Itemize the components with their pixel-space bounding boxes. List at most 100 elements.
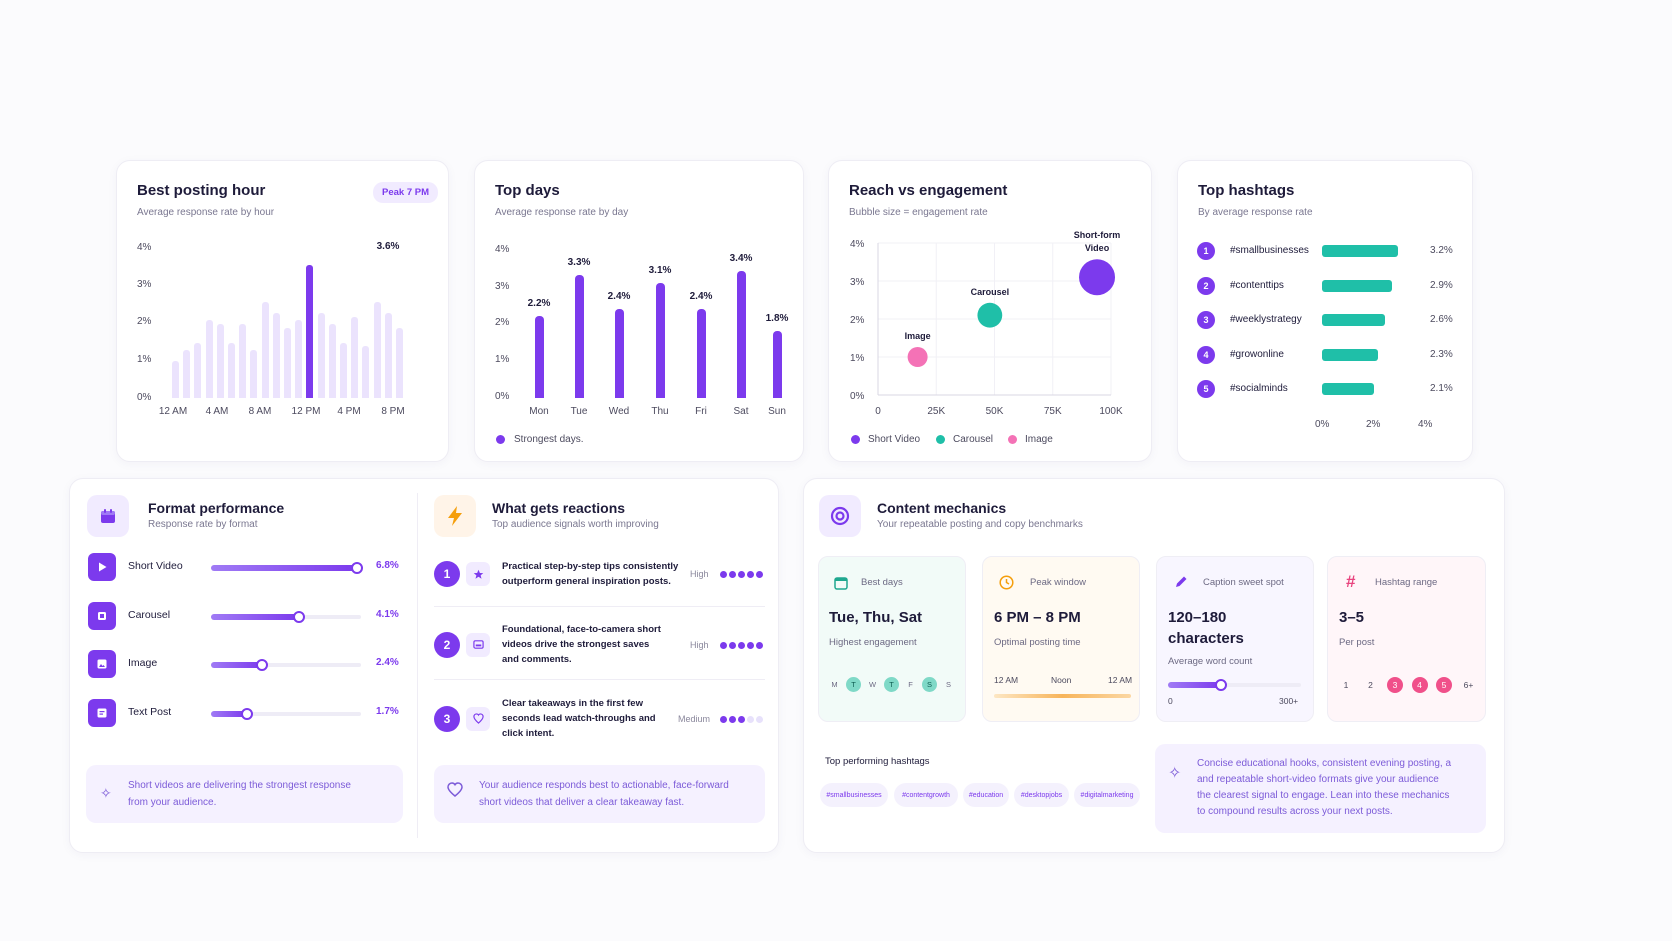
- format-knob: [292, 610, 305, 623]
- insights-panel: Format performance Response rate by form…: [69, 478, 779, 853]
- image-icon: [88, 650, 116, 678]
- hashtag-name: #growonline: [1230, 348, 1284, 360]
- y-tick: 3%: [137, 279, 152, 290]
- x-tick: 100K: [1099, 406, 1123, 417]
- caption-slider-fill: [1168, 682, 1222, 688]
- score-dot: [720, 641, 727, 649]
- hashtags-card: Top hashtags By average response rate 0%…: [1177, 160, 1473, 462]
- signal-text: Clear takeaways in the first few: [502, 698, 643, 709]
- calendar-icon: [834, 576, 848, 595]
- hashtag-name: #contenttips: [1230, 279, 1284, 291]
- range-chip: 6+: [1463, 680, 1474, 690]
- caption-slider-knob[interactable]: [1215, 679, 1228, 691]
- panel-title: Content mechanics: [877, 500, 1007, 516]
- day-chip: T: [884, 677, 899, 692]
- mech-value: Tue, Thu, Sat: [829, 609, 923, 626]
- mech-value: 120–180: [1168, 609, 1227, 626]
- format-track: [211, 711, 361, 716]
- reactions-note-line: Your audience responds best to actionabl…: [479, 780, 729, 791]
- reactions-note: [434, 765, 765, 823]
- mech-value: characters: [1168, 630, 1244, 647]
- legend-label: Short Video: [868, 434, 921, 445]
- range-chip: 3: [1387, 677, 1403, 693]
- format-knob: [350, 562, 363, 574]
- hashtag-pill[interactable]: #digitalmarketing: [1074, 783, 1140, 807]
- x-tick: 0: [875, 406, 881, 417]
- mech-label: Best days: [861, 577, 903, 588]
- day-chip: S: [922, 677, 937, 692]
- legend-dot: [1008, 435, 1017, 444]
- best-days-card: Best days Tue, Thu, Sat Highest engageme…: [818, 556, 966, 722]
- x-tick: 0%: [1315, 419, 1330, 430]
- mechanics-summary: [1155, 744, 1486, 833]
- time-track: [994, 694, 1131, 698]
- y-tick: 0%: [850, 391, 865, 402]
- day-value-label: 2.4%: [689, 290, 713, 302]
- format-note-line: Short videos are delivering the stronges…: [128, 780, 351, 791]
- hashtag-name: #weeklystrategy: [1230, 314, 1302, 325]
- bubble-carousel: [977, 302, 1003, 328]
- caption-card: Caption sweet spot 120–180 characters Av…: [1156, 556, 1314, 722]
- mech-desc: Average word count: [1168, 656, 1253, 667]
- bubble-label: Image: [905, 331, 931, 341]
- day-label: Fri: [695, 406, 707, 417]
- hashtag-pill[interactable]: #smallbusinesses: [820, 783, 888, 807]
- y-tick: 2%: [137, 316, 152, 327]
- format-fill: [211, 710, 248, 717]
- card-subtitle: Average response rate by hour: [137, 207, 275, 218]
- format-knob: [241, 707, 254, 720]
- score-dot: [747, 641, 754, 649]
- score-dot: [720, 571, 727, 578]
- legend-dot: [936, 435, 945, 444]
- hour-bar: [328, 324, 336, 398]
- signal-text: seconds lead watch-throughs and: [502, 713, 656, 724]
- y-tick: 3%: [495, 281, 510, 292]
- hashtag-pill[interactable]: #education: [963, 783, 1009, 807]
- panel-divider: [417, 493, 418, 838]
- card-subtitle: By average response rate: [1198, 207, 1313, 218]
- rank-badge: 3: [1197, 311, 1215, 329]
- time-tick: 12 AM: [994, 675, 1019, 685]
- x-label: 8 AM: [248, 406, 272, 417]
- hour-bar: [384, 312, 392, 398]
- hour-bar: [272, 312, 280, 398]
- format-name: Text Post: [128, 705, 172, 718]
- x-tick: 2%: [1366, 419, 1381, 430]
- hashtag-pill[interactable]: #contentgrowth: [894, 783, 958, 807]
- format-name: Carousel: [128, 608, 171, 621]
- sparkle-icon: ✧: [1168, 765, 1182, 782]
- hour-bar: [194, 342, 202, 398]
- panel-subtitle: Your repeatable posting and copy benchma…: [877, 519, 1083, 530]
- hour-bar: [261, 301, 269, 398]
- hour-bar: [295, 320, 303, 398]
- bubble-label: Short-form: [1074, 230, 1121, 240]
- hour-bar: [362, 346, 370, 398]
- hour-bar: [183, 349, 191, 398]
- signal-text: and comments.: [502, 654, 572, 665]
- bubble-short-form-video: [1079, 259, 1116, 296]
- format-name: Short Video: [128, 560, 183, 572]
- x-tick: 50K: [986, 406, 1004, 417]
- row-divider: [434, 679, 765, 680]
- score-dot: [756, 715, 763, 723]
- score-dot: [720, 715, 727, 723]
- peak-window-card: Peak window 6 PM – 8 PM Optimal posting …: [982, 556, 1140, 722]
- day-label: Wed: [608, 406, 630, 417]
- x-label: 4 AM: [205, 406, 229, 417]
- mech-label: Caption sweet spot: [1203, 577, 1284, 588]
- y-tick: 3%: [850, 277, 865, 288]
- hashtag-pill[interactable]: #desktopjobs: [1014, 783, 1069, 807]
- score-dot: [738, 571, 745, 578]
- calendar-icon: [87, 495, 129, 537]
- mech-value: 6 PM – 8 PM: [994, 609, 1081, 626]
- signal-level: High: [690, 569, 709, 579]
- hour-bar: [340, 342, 347, 398]
- score-dot: [756, 641, 763, 649]
- score-dot: [756, 571, 763, 578]
- hashtag-value: 2.1%: [1430, 383, 1453, 394]
- y-tick: 1%: [850, 353, 865, 364]
- hashtag-value: 2.6%: [1430, 314, 1453, 325]
- peak-hour-bar: [306, 264, 314, 398]
- hash-icon: #: [1346, 572, 1356, 591]
- hashtag-bar: [1322, 383, 1374, 395]
